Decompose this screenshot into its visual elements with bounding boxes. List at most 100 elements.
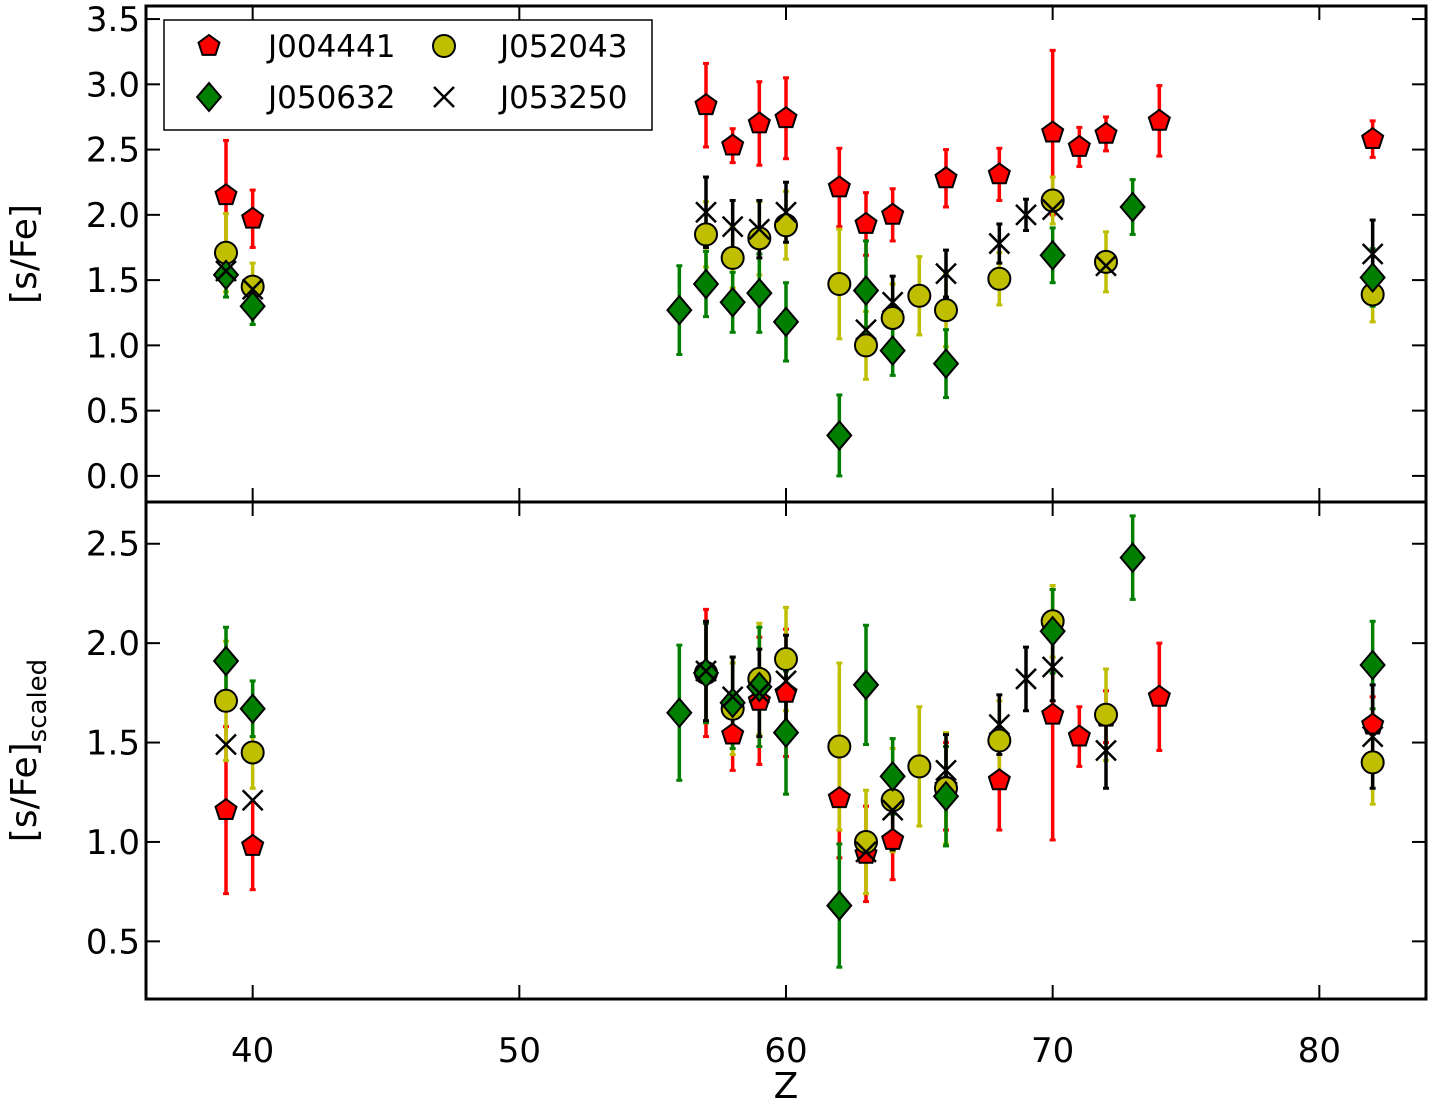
data-point-j050632 [1359,261,1386,294]
data-point-j052043 [1094,702,1118,727]
data-point-j053250 [855,318,877,341]
data-point-j050632 [719,687,746,719]
data-point-j004441 [1067,724,1091,747]
data-point-j053250 [855,841,877,863]
data-point-j004441 [1067,134,1091,157]
data-point-j052043 [720,245,745,270]
data-point-j050632 [1359,649,1386,681]
data-point-j004441 [1041,702,1065,725]
data-point-j052043 [987,266,1012,291]
data-point-j004441 [881,827,905,850]
y-tick-label: 2.0 [86,624,140,664]
data-point-j050632 [1119,542,1146,574]
data-point-j052043 [907,754,932,779]
data-point-j050632 [1039,615,1066,647]
data-point-j053250 [695,660,717,682]
y-tick-label: 3.0 [86,65,140,105]
y-tick-label: 0.5 [86,392,140,432]
data-point-j053250 [935,759,957,782]
y-tick-label: 1.5 [86,261,140,301]
data-point-j052043 [880,788,905,813]
data-point-j053250 [1041,656,1064,678]
data-point-j050632 [879,760,906,792]
data-point-j050632 [666,697,693,729]
x-tick-label: 60 [764,1031,807,1071]
data-point-j050632 [826,419,853,451]
data-point-j050632 [826,890,853,922]
data-point-j053250 [215,733,237,756]
data-point-j050632 [852,669,880,701]
data-point-j050632 [666,294,693,326]
y-tick-label: 2.0 [86,196,140,236]
y-axis-title-main: [s/Fe] [4,742,45,842]
data-point-j052043 [694,222,718,247]
data-point-j004441 [214,797,238,821]
data-point-j052043 [827,272,852,297]
data-point-j053250 [1015,203,1037,226]
data-point-j052043 [907,283,932,308]
data-point-j004441 [881,202,905,225]
data-point-j052043 [1040,188,1065,213]
data-point-j050632 [772,306,800,338]
data-point-j050632 [932,780,960,812]
legend-label: J050632 [266,80,395,116]
legend-marker-j052043 [432,34,456,58]
data-point-j053250 [748,681,771,704]
y-tick-label: 1.0 [86,823,140,863]
data-point-j050632 [772,717,800,749]
data-point-j053250 [1095,739,1117,762]
data-point-j004441 [241,206,265,229]
data-point-j053250 [748,218,771,241]
data-point-j004441 [1041,120,1065,143]
data-point-j052043 [240,740,265,765]
data-point-j052043 [854,333,878,358]
data-point-j004441 [1094,121,1118,144]
data-point-j050632 [852,275,880,307]
legend-marker-j004441 [197,33,221,56]
data-point-j052043 [934,298,958,323]
data-point-j050632 [932,348,960,380]
data-point-j004441 [1147,684,1171,707]
data-point-j050632 [1039,239,1066,271]
legend-label: J052043 [498,29,627,65]
legend-marker-j050632 [195,81,223,113]
data-point-j050632 [879,335,906,367]
data-point-j053250 [775,670,797,692]
legend-label: J053250 [498,80,627,116]
legend-box [163,19,653,131]
data-point-j050632 [239,693,266,725]
legend-marker-j053250 [433,86,455,108]
data-point-j052043 [774,213,798,238]
x-tick-label: 70 [1031,1031,1074,1071]
data-point-j053250 [1361,243,1384,265]
data-point-j050632 [1119,191,1146,223]
data-point-j004441 [241,833,265,856]
data-point-j004441 [854,211,878,234]
y-axis-title: [s/Fe] [4,204,45,304]
data-point-j050632 [692,268,720,300]
data-point-j053250 [1041,198,1064,221]
data-point-j053250 [935,262,957,285]
data-point-j004441 [721,722,745,745]
y-tick-label: 2.5 [86,131,140,171]
data-point-j050632 [212,645,240,677]
data-point-j004441 [1147,108,1171,131]
y-axis-title: [s/Fe]scaled [4,659,53,842]
data-point-j004441 [827,175,851,198]
data-point-j004441 [987,768,1011,791]
y-axis-title-main: [s/Fe] [4,204,45,304]
data-point-j053250 [775,201,797,224]
data-point-j053250 [241,789,264,812]
data-point-j052043 [1094,249,1118,274]
data-point-j052043 [747,226,772,251]
x-axis: 40 50 60 70 80 Z [231,1031,1341,1101]
data-point-j052043 [774,647,798,672]
data-point-j004441 [774,106,798,129]
data-point-j053250 [988,713,1011,736]
data-point-j050632 [746,671,773,703]
legend: J004441 J052043 J050632 J053250 [163,19,653,131]
y-tick-label: 1.5 [86,724,140,764]
data-point-j004441 [934,166,958,189]
data-point-j004441 [827,785,851,809]
